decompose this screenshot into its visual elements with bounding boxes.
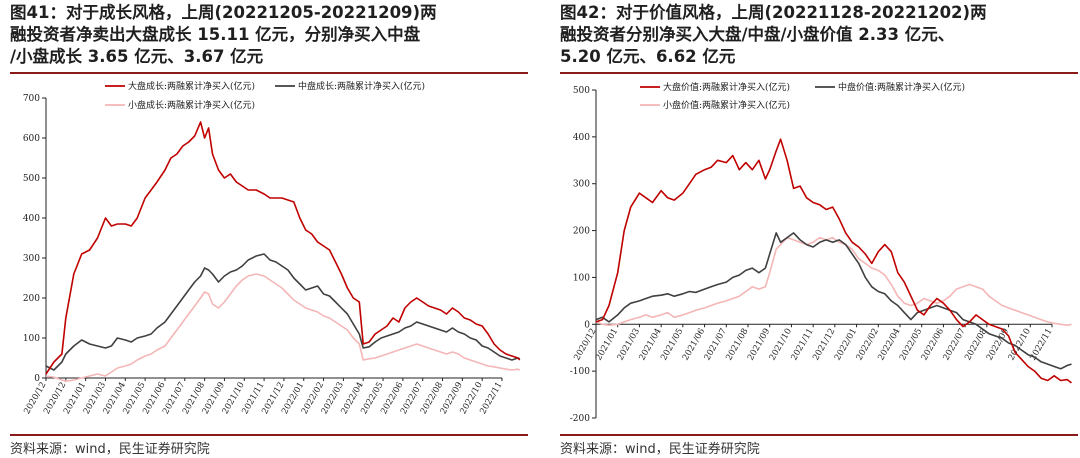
- chart-panel-right: 图42：对于价值风格，上周(20221128-20221202)两 融投资者分别…: [560, 0, 1078, 458]
- y-tick-label: -100: [570, 367, 590, 377]
- y-tick-label: 100: [573, 273, 590, 283]
- source-note: 资料来源：wind，民生证券研究院: [560, 442, 760, 457]
- source-divider: [10, 434, 528, 436]
- line-chart: 01002003004005006007002020/122020/122021…: [22, 80, 521, 416]
- y-tick-label: 200: [23, 294, 40, 304]
- title-line: 图41：对于成长风格，上周(20221205-20221209)两: [10, 3, 437, 22]
- series-line: [595, 138, 1072, 384]
- y-tick-label: 500: [23, 174, 40, 184]
- title-line: /小盘成长 3.65 亿元、3.67 亿元: [10, 47, 264, 66]
- source-divider: [560, 434, 1078, 436]
- legend-label: 小盘成长:两融累计净买入(亿元): [128, 99, 255, 111]
- title-line: 5.20 亿元、6.62 亿元: [560, 47, 736, 66]
- title-divider: [10, 72, 528, 74]
- legend-label: 大盘价值:两融累计净买入(亿元): [663, 81, 790, 93]
- source-note: 资料来源：wind，民生证券研究院: [10, 442, 210, 457]
- y-tick-label: 300: [23, 254, 40, 264]
- title-line: 图42：对于价值风格，上周(20221128-20221202)两: [560, 3, 987, 22]
- y-tick-label: 200: [573, 227, 590, 237]
- series-line: [45, 121, 521, 375]
- series-line: [595, 236, 1072, 326]
- y-tick-label: 700: [23, 94, 40, 104]
- legend-label: 大盘成长:两融累计净买入(亿元): [128, 80, 255, 92]
- title-line: 融投资者净卖出大盘成长 15.11 亿元，分别净买入中盘: [10, 25, 421, 44]
- y-tick-label: 500: [573, 86, 590, 96]
- series-line: [45, 273, 521, 382]
- y-tick-label: -200: [570, 414, 590, 424]
- series-line: [45, 253, 521, 371]
- y-tick-label: 400: [573, 133, 590, 143]
- chart-title: 图41：对于成长风格，上周(20221205-20221209)两 融投资者净卖…: [10, 2, 528, 68]
- title-divider: [560, 72, 1078, 74]
- chart-panel-left: 图41：对于成长风格，上周(20221205-20221209)两 融投资者净卖…: [10, 0, 528, 458]
- legend-label: 中盘价值:两融累计净买入(亿元): [838, 81, 965, 93]
- y-tick-label: 0: [584, 320, 590, 330]
- y-tick-label: 600: [23, 134, 40, 144]
- y-tick-label: 400: [23, 214, 40, 224]
- y-tick-label: 0: [34, 374, 40, 384]
- line-chart: -200-10001002003004005002020/122021/0120…: [570, 81, 1072, 424]
- title-line: 融投资者分别净买入大盘/中盘/小盘价值 2.33 亿元、: [560, 25, 955, 44]
- legend-label: 中盘成长:两融累计净买入(亿元): [298, 80, 425, 92]
- chart-title: 图42：对于价值风格，上周(20221128-20221202)两 融投资者分别…: [560, 2, 1078, 68]
- y-tick-label: 300: [573, 180, 590, 190]
- legend-label: 小盘价值:两融累计净买入(亿元): [663, 99, 790, 111]
- y-tick-label: 100: [23, 334, 40, 344]
- series-line: [595, 232, 1072, 370]
